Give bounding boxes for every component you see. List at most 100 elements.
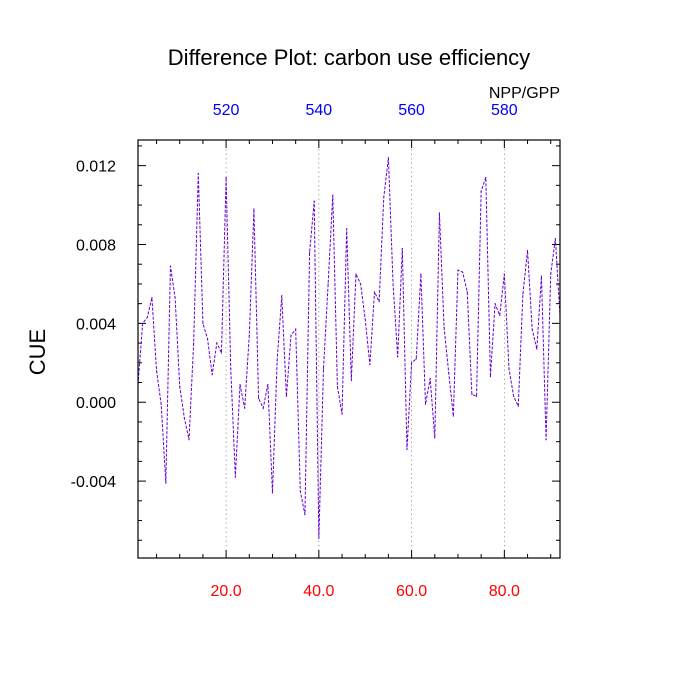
data-point — [503, 273, 505, 275]
data-point — [308, 251, 311, 253]
data-point — [183, 417, 185, 419]
data-point — [364, 318, 366, 321]
data-point — [378, 301, 380, 303]
data-point — [267, 383, 269, 386]
x-tick-label-bottom: 40.0 — [303, 583, 334, 600]
y-tick-label: 0.012 — [76, 159, 116, 176]
data-point — [197, 172, 199, 175]
data-point — [462, 271, 464, 273]
data-point — [142, 322, 144, 324]
data-point — [526, 249, 529, 252]
data-point — [193, 342, 195, 344]
labels-layer: -0.004 0.000 0.004 0.008 0.012 20.0 40.0 60.0 80… — [71, 102, 520, 600]
data-point — [174, 297, 176, 299]
data-point — [415, 358, 417, 360]
data-point — [244, 407, 246, 409]
data-point — [206, 338, 209, 340]
data-point — [401, 247, 403, 250]
data-point — [160, 403, 162, 405]
data-point — [531, 328, 533, 330]
data-point — [313, 200, 315, 202]
data-point — [513, 395, 515, 397]
data-point — [225, 176, 227, 179]
data-point — [253, 208, 255, 210]
data-point — [387, 157, 390, 159]
data-point — [429, 377, 431, 380]
data-point — [411, 362, 413, 364]
data-point — [457, 269, 459, 271]
y-tick-label: 0.008 — [76, 238, 116, 255]
data-point — [146, 316, 148, 319]
data-point — [327, 283, 329, 285]
data-point — [322, 368, 325, 370]
data-point — [295, 328, 297, 330]
y-tick-label: 0.004 — [76, 316, 116, 333]
data-point — [406, 448, 408, 451]
data-point — [336, 385, 339, 388]
chart-title: Difference Plot: carbon use efficiency — [168, 45, 530, 70]
series-layer — [137, 157, 561, 539]
data-point — [341, 413, 343, 415]
top-axis-label: NPP/GPP — [489, 85, 560, 102]
data-point — [179, 385, 181, 388]
x-tick-label-top: 560 — [398, 102, 425, 119]
data-point — [359, 283, 362, 285]
data-point — [420, 273, 422, 275]
data-point — [234, 476, 236, 478]
data-point — [383, 196, 385, 198]
x-tick-label-top: 520 — [213, 102, 240, 119]
x-tick-label-bottom: 20.0 — [211, 583, 242, 600]
data-point — [290, 334, 292, 336]
data-point — [318, 537, 320, 539]
data-point — [397, 356, 399, 358]
data-point — [475, 395, 478, 397]
data-point — [485, 176, 487, 179]
data-point — [188, 439, 190, 441]
data-point — [550, 273, 552, 275]
data-point — [536, 348, 538, 350]
data-point — [554, 237, 556, 240]
data-point — [540, 275, 543, 277]
data-point — [438, 212, 441, 214]
plot-frame — [137, 139, 561, 559]
data-point — [369, 364, 371, 366]
data-point — [281, 295, 283, 297]
data-point — [239, 383, 241, 386]
data-point — [471, 393, 473, 395]
data-point — [332, 194, 334, 196]
y-tick-label: -0.004 — [71, 474, 116, 491]
data-point — [299, 490, 301, 492]
x-tick-label-top: 540 — [306, 102, 333, 119]
data-point — [230, 368, 232, 370]
data-point — [508, 368, 510, 370]
data-point — [202, 322, 204, 324]
data-point — [392, 283, 394, 285]
data-point — [248, 334, 250, 336]
x-tick-label-bottom: 60.0 — [396, 583, 427, 600]
data-point — [271, 492, 274, 494]
data-point — [517, 405, 519, 407]
data-point — [276, 360, 278, 362]
y-axis-label: CUE — [25, 329, 50, 375]
data-point — [346, 228, 348, 230]
x-tick-label-bottom: 80.0 — [489, 583, 520, 600]
data-point — [350, 379, 352, 382]
data-point — [165, 482, 167, 484]
data-point — [262, 407, 264, 409]
ticks-layer — [138, 140, 560, 558]
data-point — [434, 437, 436, 439]
data-point — [443, 326, 445, 328]
data-point — [211, 374, 213, 376]
data-point — [155, 370, 158, 372]
series-line — [137, 157, 561, 539]
data-point — [466, 291, 468, 293]
data-point — [216, 342, 218, 344]
grid-layer — [225, 140, 505, 558]
data-point — [448, 372, 450, 374]
x-tick-label-top: 580 — [491, 102, 518, 119]
data-point — [499, 314, 501, 317]
data-point — [257, 397, 260, 399]
data-point — [220, 352, 223, 354]
data-point — [355, 273, 357, 275]
data-point — [151, 297, 153, 299]
